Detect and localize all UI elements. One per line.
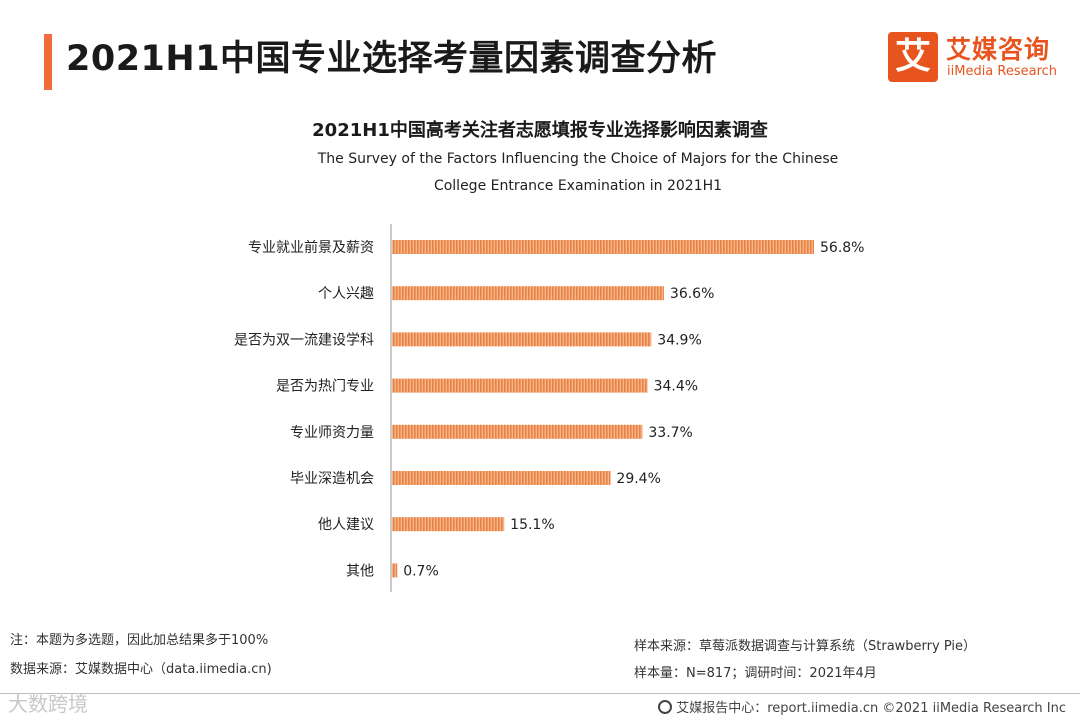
chart-subtitle-line2: College Entrance Examination in 2021H1: [433, 178, 723, 194]
bar: [392, 517, 505, 532]
logo-en-name: iiMedia Research: [947, 64, 1058, 79]
bar: [392, 378, 648, 393]
chart-title: 2021H1中国高考关注者志愿填报专业选择影响因素调查: [312, 120, 768, 141]
data-source: 数据来源：艾媒数据中心（data.iimedia.cn): [10, 662, 272, 677]
category-label: 专业就业前景及薪资: [248, 239, 374, 256]
bar: [392, 286, 664, 301]
category-label: 专业师资力量: [290, 425, 374, 441]
category-label: 是否为热门专业: [276, 379, 374, 395]
globe-icon: [658, 700, 673, 714]
logo-cn-name: 艾媒咨询: [946, 35, 1051, 64]
category-label: 个人兴趣: [318, 286, 374, 302]
value-label: 36.6%: [670, 286, 714, 302]
sample-size: 样本量：N=817；调研时间：2021年4月: [634, 666, 877, 681]
category-label: 毕业深造机会: [290, 471, 374, 487]
bar: [392, 563, 398, 578]
category-label: 他人建议: [318, 517, 374, 533]
chart-subtitle-line1: The Survey of the Factors Influencing th…: [317, 151, 839, 167]
page-title: 2021H1中国专业选择考量因素调查分析: [66, 39, 718, 79]
watermark: 大数跨境: [8, 692, 88, 716]
value-label: 15.1%: [510, 517, 554, 533]
value-label: 34.4%: [654, 379, 698, 395]
value-label: 33.7%: [648, 425, 692, 441]
logo-mark-icon: 艾: [888, 32, 938, 82]
footer-divider: [0, 693, 1080, 694]
category-label: 是否为双一流建设学科: [234, 332, 374, 348]
bar: [392, 424, 643, 439]
bar: [392, 332, 652, 347]
value-label: 56.8%: [820, 240, 864, 256]
sample-source: 样本来源：草莓派数据调查与计算系统（Strawberry Pie）: [634, 639, 976, 654]
value-label: 29.4%: [616, 471, 660, 487]
bar-chart: 专业就业前景及薪资 56.8% 个人兴趣 36.6% 是否为双一流建设学科 34.9% 是否…: [234, 224, 864, 592]
value-label: 34.9%: [657, 332, 701, 348]
footer: 艾媒报告中心：report.iimedia.cn ©2021 iiMedia R…: [658, 697, 1066, 716]
bar: [392, 471, 611, 485]
value-label: 0.7%: [403, 563, 439, 579]
category-label: 其他: [346, 563, 374, 579]
footer-text: 艾媒报告中心：report.iimedia.cn ©2021 iiMedia R…: [676, 701, 1066, 716]
note-multiple-choice: 注：本题为多选题，因此加总结果多于100%: [10, 633, 269, 648]
title-accent-bar: [44, 34, 52, 90]
bar: [392, 240, 814, 254]
iimedia-logo: 艾 艾媒咨询 iiMedia Research: [888, 32, 1064, 84]
